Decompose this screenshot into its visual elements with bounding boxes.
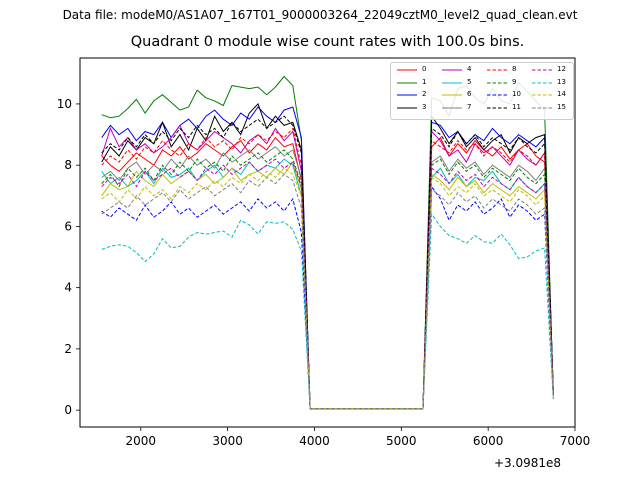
x-tick-label: 5000 [386,434,417,448]
legend-label: 1 [422,77,427,86]
series-line-3 [101,102,554,410]
legend-label: 6 [467,90,472,98]
legend-swatch [442,69,462,71]
legend-label: 2 [422,90,427,98]
legend-swatch [532,107,552,108]
y-tick-label: 6 [64,219,72,233]
legend-label: 12 [557,65,566,73]
x-tick-label: 3000 [212,434,243,448]
legend-label: 3 [422,102,427,111]
legend-swatch [442,94,462,96]
x-tick-label: 4000 [299,434,330,448]
series-line-0 [101,136,554,410]
series-line-12 [101,158,554,410]
legend-label: 0 [422,65,427,73]
x-tick-label: 6000 [473,434,504,448]
legend-swatch [532,94,552,96]
figure-suptitle: Data file: modeM0/AS1A07_167T01_90000032… [62,8,578,22]
x-offset-label: +3.0981e8 [494,456,561,470]
x-tick-label: 7000 [560,434,591,448]
legend-label: 13 [557,77,566,86]
legend-label: 7 [467,102,472,111]
series-line-7 [101,146,554,410]
legend-swatch [487,82,507,83]
series-line-15 [101,173,554,410]
legend-label: 15 [557,102,566,111]
series-layer [101,75,554,410]
series-line-9 [101,149,554,410]
legend-label: 10 [512,90,521,98]
series-line-14 [101,167,554,410]
series-line-6 [101,160,554,410]
legend-label: 14 [557,90,566,98]
legend-swatch [397,69,417,71]
series-line-8 [101,127,554,410]
legend-label: 11 [512,102,521,111]
series-line-11 [101,115,554,410]
legend-swatch [487,107,507,108]
axes-frame [79,57,576,428]
legend-swatch [442,82,462,83]
series-line-13 [101,212,554,410]
legend-swatch [397,82,417,83]
legend-swatch [397,94,417,96]
legend: 0 1 2 3 4 5 6 7 8 9 10 11 12 13 14 15 [390,62,574,120]
legend-swatch [442,107,462,108]
legend-swatch [532,69,552,71]
legend-swatch [532,82,552,83]
y-tick-label: 10 [57,97,72,111]
y-tick-label: 2 [64,342,72,356]
ticks-layer: 2000 3000 4000 5000 6000 7000 0 2 4 6 8 10 [57,97,591,448]
series-line-10 [101,185,554,410]
legend-label: 5 [467,77,472,86]
y-tick-label: 8 [64,158,72,172]
legend-swatch [397,107,417,108]
chart-title: Quadrant 0 module wise count rates with … [130,34,525,50]
legend-label: 4 [467,65,472,73]
series-line-4 [101,124,554,410]
legend-swatch [487,94,507,96]
y-tick-label: 4 [64,281,72,295]
legend-label: 8 [512,65,517,73]
legend-label: 9 [512,77,517,86]
x-tick-label: 2000 [126,434,157,448]
legend-swatch [487,69,507,71]
y-tick-label: 0 [64,403,72,417]
